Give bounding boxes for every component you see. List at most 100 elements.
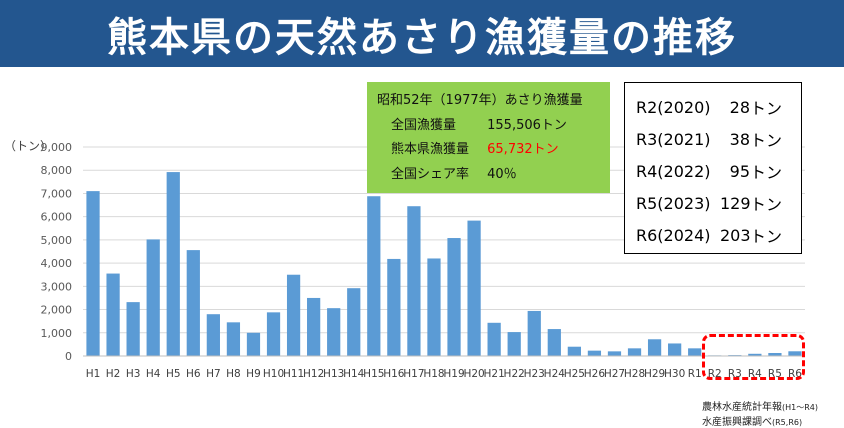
y-tick-label: 6,000	[41, 211, 73, 224]
x-tick-label: H18	[423, 368, 444, 380]
recent-value: 203	[720, 225, 751, 245]
bar	[286, 274, 301, 356]
y-tick-label: 2,000	[41, 304, 73, 317]
info-row-kumamoto: 熊本県漁獲量 65,732トン	[377, 138, 610, 163]
y-tick-label: 7,000	[41, 187, 73, 200]
recent-value: 38	[729, 129, 750, 149]
bar	[467, 220, 481, 356]
bar	[347, 288, 361, 356]
x-tick-label: R1	[688, 368, 702, 380]
bar	[266, 312, 281, 356]
info-label: 熊本県漁獲量	[391, 142, 470, 157]
bar	[627, 348, 642, 356]
bar	[487, 322, 501, 356]
bar	[166, 172, 180, 356]
y-tick-label: 3,000	[41, 280, 73, 293]
recent-year: R3(2021)	[636, 129, 711, 149]
x-tick-label: H7	[206, 368, 221, 380]
bar	[647, 339, 662, 356]
bar	[447, 238, 461, 356]
recent-unit: トン	[750, 163, 783, 182]
bar	[387, 258, 401, 356]
recent-unit: トン	[750, 99, 783, 118]
source-note: 水産振興課調べ(R5,R6)	[702, 413, 802, 428]
source-text: 農林水産統計年報	[702, 402, 782, 413]
recent-catch-box: R2(2020) 28 トン R3(2021) 38 トン R4(2022) 9…	[624, 82, 802, 254]
recent-row: R5(2023) 129 トン	[636, 187, 801, 219]
source-text: 水産振興課調べ	[702, 417, 772, 428]
info-row-share: 全国シェア率 40％	[377, 163, 610, 188]
recent-row: R6(2024) 203 トン	[636, 219, 801, 251]
bar	[146, 239, 160, 356]
x-tick-label: H30	[664, 368, 685, 380]
x-tick-label: H19	[443, 368, 464, 380]
x-tick-label: H27	[604, 368, 625, 380]
bar	[226, 322, 241, 356]
highlight-dashed-box	[702, 334, 805, 380]
title-bar: 熊本県の天然あさり漁獲量の推移	[0, 0, 844, 67]
info-label: 全国シェア率	[391, 166, 470, 182]
x-tick-label: H6	[186, 368, 201, 380]
x-tick-label: H13	[323, 368, 344, 380]
recent-value: 28	[729, 97, 750, 117]
x-tick-label: H4	[146, 368, 161, 380]
x-tick-label: H24	[544, 368, 566, 380]
bar	[186, 250, 200, 356]
bar	[327, 308, 341, 356]
x-tick-label: H17	[403, 368, 424, 380]
y-tick-label: 5,000	[41, 234, 73, 247]
bar	[246, 332, 261, 356]
bar	[748, 353, 762, 356]
recent-year: R5(2023)	[636, 193, 711, 213]
x-tick-label: H3	[126, 368, 141, 380]
info-value-highlight: 65,732トン	[487, 142, 559, 157]
x-tick-label: H11	[283, 368, 304, 380]
bar	[788, 351, 802, 356]
x-tick-label: H12	[303, 368, 324, 380]
source-note: 農林水産統計年報(H1～R4)	[702, 398, 818, 413]
x-tick-label: H16	[383, 368, 405, 380]
x-tick-label: H14	[343, 368, 365, 380]
bar	[668, 343, 682, 356]
bar	[206, 314, 220, 356]
bar	[607, 351, 622, 356]
recent-value: 95	[729, 161, 750, 181]
x-tick-label: H8	[226, 368, 241, 380]
bar	[567, 346, 581, 356]
x-tick-label: H22	[504, 368, 525, 380]
x-tick-label: H23	[524, 368, 545, 380]
x-tick-label: H21	[484, 368, 505, 380]
y-tick-label: 0	[65, 350, 72, 363]
x-tick-label: H1	[86, 368, 101, 380]
recent-row: R4(2022) 95 トン	[636, 155, 801, 187]
bar	[86, 191, 100, 356]
recent-row: R2(2020) 28 トン	[636, 91, 801, 123]
x-tick-label: H20	[463, 368, 484, 380]
bar	[126, 302, 140, 356]
recent-year: R6(2024)	[636, 225, 711, 245]
bar	[688, 348, 702, 356]
recent-year: R4(2022)	[636, 161, 711, 181]
bar	[367, 196, 381, 356]
bar	[106, 273, 120, 356]
bar	[547, 329, 561, 356]
info-row-national: 全国漁獲量 155,506トン	[377, 114, 610, 139]
bar	[427, 258, 441, 356]
source-period: (H1～R4)	[782, 403, 818, 412]
y-tick-label: 4,000	[41, 257, 73, 270]
recent-year: R2(2020)	[636, 97, 711, 117]
recent-unit: トン	[750, 195, 783, 214]
bar	[507, 332, 521, 356]
source-period: (R5,R6)	[772, 418, 803, 427]
bar	[587, 350, 602, 356]
y-axis-unit-label: （トン）	[4, 139, 53, 153]
bar	[768, 353, 782, 356]
x-tick-label: H10	[263, 368, 284, 380]
y-tick-label: 9,000	[41, 141, 73, 154]
x-tick-label: H15	[363, 368, 384, 380]
x-tick-label: H25	[564, 368, 585, 380]
info-value: 40％	[487, 166, 517, 182]
x-tick-label: H5	[166, 368, 181, 380]
info-label: 全国漁獲量	[391, 117, 457, 133]
